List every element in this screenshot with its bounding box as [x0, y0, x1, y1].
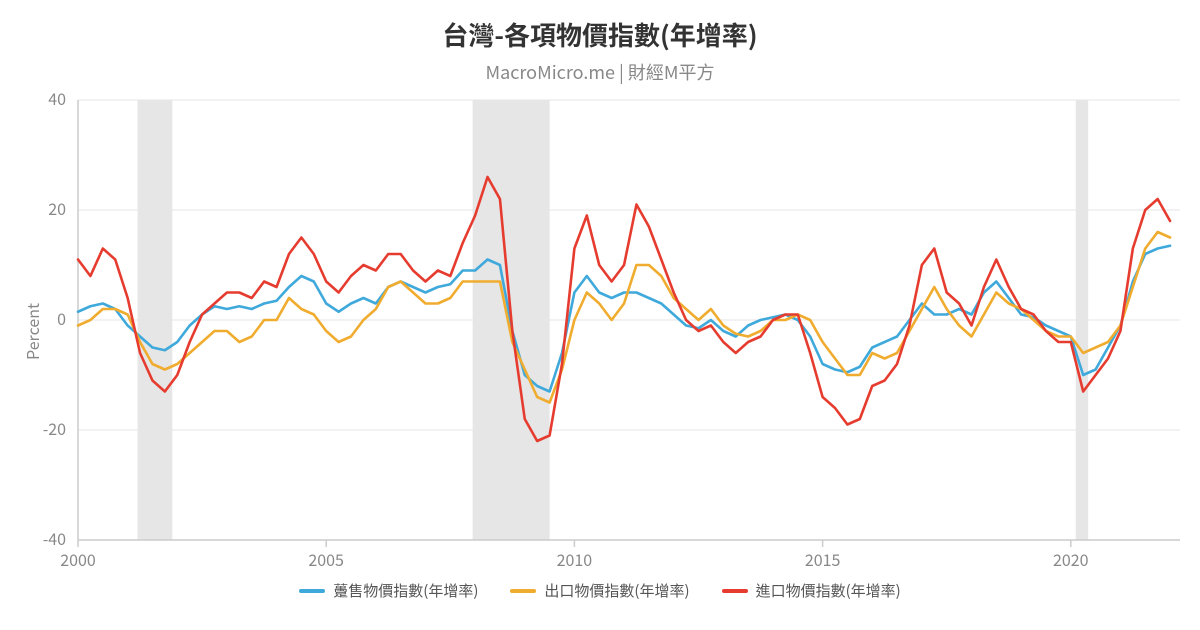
svg-text:20: 20	[48, 196, 66, 220]
series-line-wholesale	[78, 246, 1170, 392]
legend-item-import[interactable]: 進口物價指數(年增率)	[722, 580, 901, 601]
series-line-export	[78, 232, 1170, 403]
svg-text:2020: 2020	[1053, 547, 1089, 571]
series-line-import	[78, 177, 1170, 441]
svg-text:2005: 2005	[308, 547, 344, 571]
svg-text:0: 0	[57, 306, 66, 330]
chart-root: 台灣-各項物價指數(年增率) MacroMicro.me | 財經M平方 Per…	[0, 0, 1200, 630]
svg-text:2000: 2000	[60, 547, 96, 571]
svg-text:40: 40	[48, 86, 66, 110]
legend-swatch-import	[722, 589, 748, 593]
legend-label-wholesale: 躉售物價指數(年增率)	[333, 580, 478, 601]
legend-label-import: 進口物價指數(年增率)	[756, 580, 901, 601]
legend-swatch-wholesale	[299, 589, 325, 593]
chart-legend: 躉售物價指數(年增率) 出口物價指數(年增率) 進口物價指數(年增率)	[0, 580, 1200, 601]
svg-text:2010: 2010	[557, 547, 593, 571]
svg-text:-20: -20	[43, 416, 66, 440]
svg-text:2015: 2015	[805, 547, 841, 571]
legend-item-wholesale[interactable]: 躉售物價指數(年增率)	[299, 580, 478, 601]
legend-swatch-export	[510, 589, 536, 593]
chart-plot: -40-200204020002005201020152020	[0, 0, 1200, 630]
legend-item-export[interactable]: 出口物價指數(年增率)	[510, 580, 689, 601]
legend-label-export: 出口物價指數(年增率)	[544, 580, 689, 601]
